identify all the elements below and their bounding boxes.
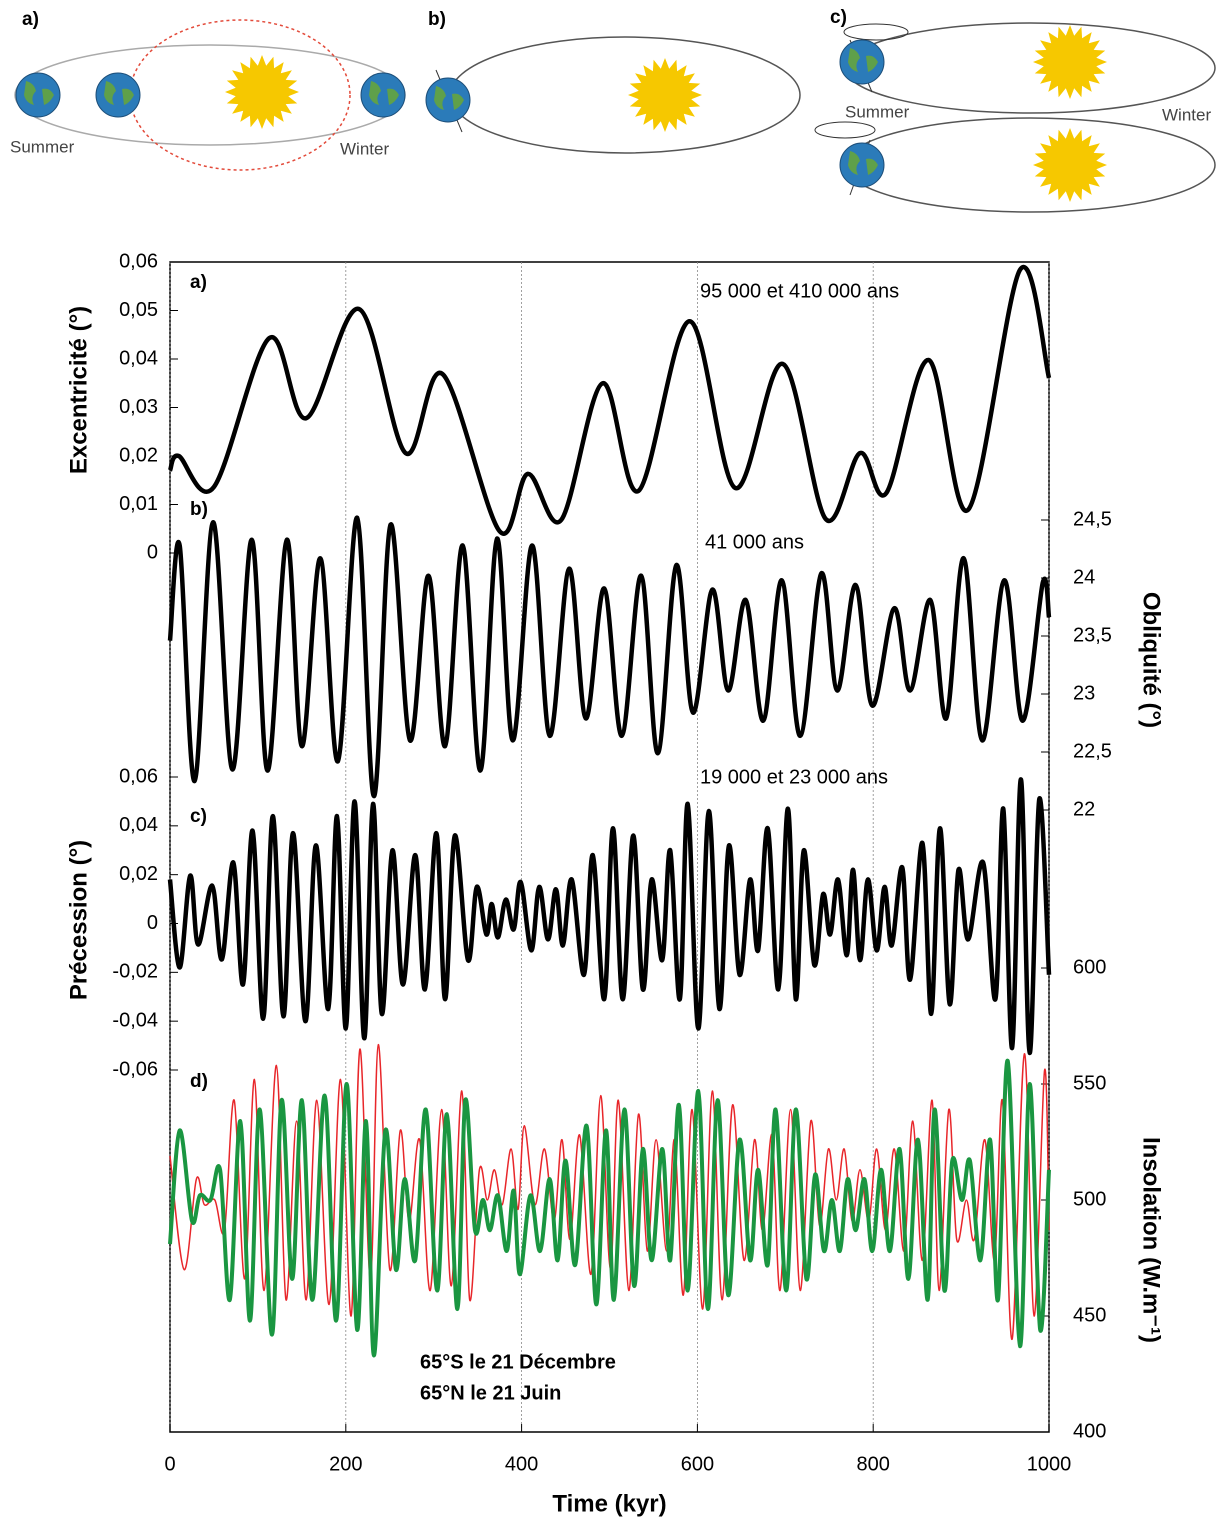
y-tick-label: 0,02	[119, 444, 158, 466]
y-tick-label: 23,5	[1073, 624, 1112, 646]
earth-land	[369, 81, 399, 105]
y-axis-title: Précession (°)	[65, 840, 92, 1000]
y-tick-label: 24,5	[1073, 508, 1112, 530]
y-tick-label: 24	[1073, 566, 1095, 588]
y-axis-title: Insolation (W.m⁻¹)	[1138, 1137, 1165, 1343]
earth-land	[848, 48, 878, 72]
y-tick-label: 0	[147, 912, 158, 934]
earth-land	[24, 81, 54, 105]
sun	[1033, 25, 1107, 99]
diagram-label: c)	[830, 7, 847, 28]
x-tick-label: 600	[681, 1453, 714, 1475]
y-tick-label: 0,06	[119, 250, 158, 272]
earth-land	[848, 151, 878, 175]
y-tick-label: 0,04	[119, 814, 158, 836]
y-tick-label: 23	[1073, 682, 1095, 704]
sun	[225, 55, 299, 129]
orbit-eccentric	[129, 19, 351, 171]
y-tick-label: 400	[1073, 1420, 1106, 1442]
x-tick-label: 1000	[1027, 1453, 1072, 1475]
orbit	[844, 117, 1216, 213]
data-line	[168, 1058, 1051, 1358]
sun	[628, 58, 702, 132]
y-tick-label: 550	[1073, 1072, 1106, 1094]
season-label: Winter	[340, 139, 389, 158]
x-tick-label: 0	[164, 1453, 175, 1475]
orbit	[14, 44, 406, 146]
earth-land	[104, 81, 134, 105]
y-tick-label: 0	[147, 541, 158, 563]
data-line	[169, 1043, 1050, 1340]
annotation: 95 000 et 410 000 ans	[700, 280, 899, 302]
y-tick-label: 450	[1073, 1304, 1106, 1326]
x-axis-title: Time (kyr)	[552, 1490, 666, 1517]
season-label: Summer	[845, 102, 910, 121]
y-tick-label: 0,06	[119, 765, 158, 787]
data-line	[167, 777, 1052, 1056]
orbit	[844, 22, 1216, 114]
y-tick-label: -0,02	[112, 961, 158, 983]
panel-label: c)	[190, 806, 207, 827]
panel-label: b)	[190, 499, 208, 520]
data-line	[167, 264, 1052, 536]
earth-land	[434, 86, 464, 110]
data-line	[167, 515, 1052, 799]
diagram-label: a)	[22, 9, 39, 30]
annotation: 19 000 et 23 000 ans	[700, 766, 888, 788]
y-tick-label: 0,03	[119, 396, 158, 418]
y-tick-label: -0,06	[112, 1058, 158, 1080]
y-axis-title: Excentricité (°)	[65, 306, 92, 474]
season-label: Summer	[10, 137, 75, 156]
legend-entry: 65°S le 21 Décembre	[420, 1351, 616, 1373]
spin-arrow	[814, 121, 876, 139]
y-tick-label: -0,04	[112, 1009, 158, 1031]
y-tick-label: 22	[1073, 798, 1095, 820]
orbit-diagrams: a) b) c) Summer Winter Summer Winter	[10, 7, 1216, 213]
panel-label: a)	[190, 272, 207, 293]
spin-arrow	[843, 23, 909, 41]
x-tick-label: 400	[505, 1453, 538, 1475]
annotation: 41 000 ans	[705, 531, 804, 553]
diagram-label: b)	[428, 9, 446, 30]
season-label: Winter	[1162, 105, 1211, 124]
y-tick-label: 0,05	[119, 299, 158, 321]
sun	[1033, 128, 1107, 202]
orbit	[449, 36, 801, 154]
y-tick-label: 500	[1073, 1188, 1106, 1210]
x-tick-label: 800	[857, 1453, 890, 1475]
y-tick-label: 0,02	[119, 863, 158, 885]
y-tick-label: 600	[1073, 956, 1106, 978]
x-tick-label: 200	[329, 1453, 362, 1475]
panel-label: d)	[190, 1071, 208, 1092]
y-tick-label: 0,04	[119, 347, 158, 369]
y-tick-label: 0,01	[119, 493, 158, 515]
legend-entry: 65°N le 21 Juin	[420, 1382, 561, 1404]
y-axis-title: Obliquité (°)	[1138, 592, 1165, 728]
y-tick-label: 22,5	[1073, 740, 1112, 762]
